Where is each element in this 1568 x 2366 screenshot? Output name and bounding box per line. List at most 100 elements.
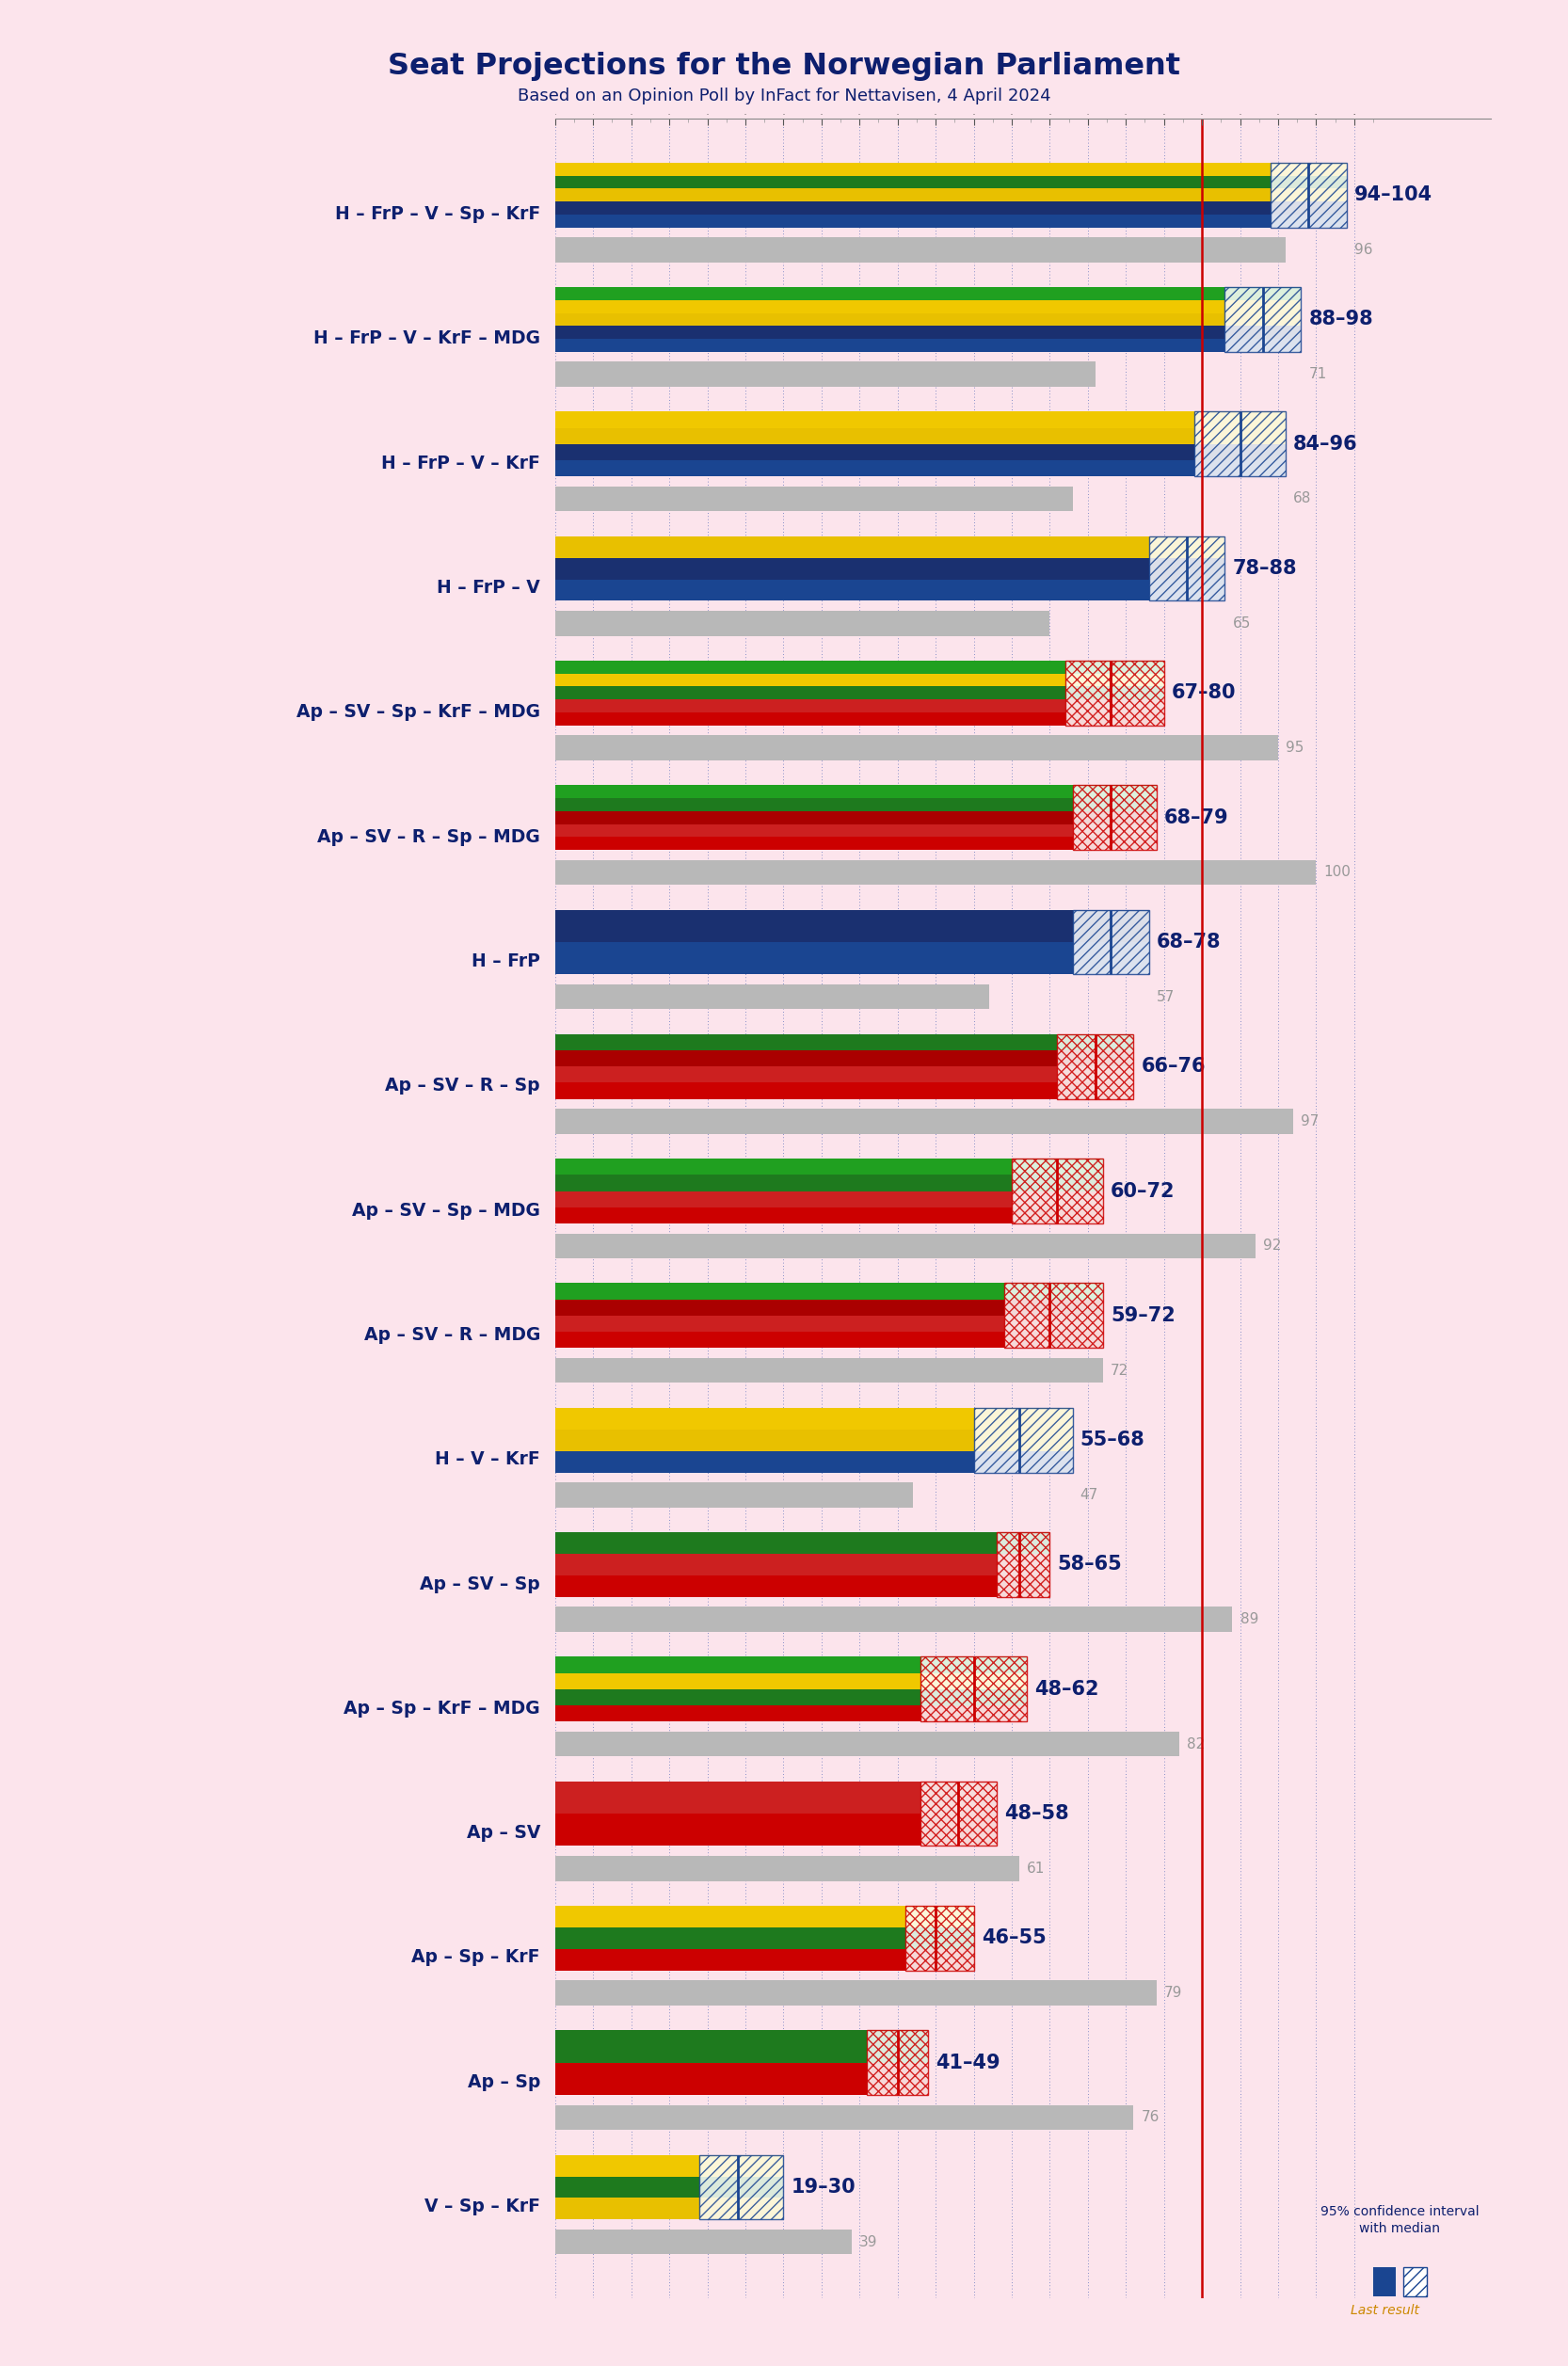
Bar [1057, 1034, 1134, 1098]
Bar [974, 1450, 1073, 1472]
Bar [1149, 558, 1225, 580]
Bar [1073, 786, 1156, 797]
Bar [555, 700, 1065, 712]
Bar [1073, 786, 1156, 849]
Bar [555, 1450, 974, 1472]
Bar [555, 2229, 851, 2255]
Bar [1195, 412, 1286, 476]
Bar [920, 1782, 997, 1845]
Bar [555, 338, 1225, 353]
Bar [1065, 660, 1163, 674]
Bar [997, 1576, 1051, 1597]
Bar [905, 1950, 974, 1971]
Text: 19–30: 19–30 [792, 2177, 856, 2196]
Text: 72: 72 [1110, 1363, 1129, 1377]
Bar [920, 1706, 1027, 1722]
Bar [905, 1928, 974, 1950]
Bar [867, 2063, 928, 2094]
Text: 92: 92 [1262, 1240, 1281, 1254]
Bar [905, 1905, 974, 1928]
Bar [555, 558, 1149, 580]
Bar [555, 2198, 699, 2219]
Bar [1149, 580, 1225, 601]
Text: 97: 97 [1301, 1114, 1319, 1129]
Bar [555, 312, 1225, 327]
Bar [555, 736, 1278, 759]
Text: 71: 71 [1309, 367, 1327, 381]
Bar [1065, 712, 1163, 726]
Text: 84–96: 84–96 [1294, 435, 1358, 454]
Bar [1225, 327, 1301, 338]
Bar [555, 428, 1195, 445]
Bar [555, 175, 1270, 189]
Bar [555, 1299, 1004, 1315]
Bar [555, 1051, 1057, 1067]
Bar [555, 1950, 905, 1971]
Bar [1270, 163, 1347, 175]
Bar [555, 812, 1073, 823]
Bar [867, 2030, 928, 2094]
Bar [555, 237, 1286, 263]
Bar [555, 1656, 920, 1673]
Text: 39: 39 [859, 2236, 878, 2250]
Text: 95% confidence interval
with median: 95% confidence interval with median [1320, 2205, 1479, 2236]
Bar [1225, 312, 1301, 327]
Bar [867, 2030, 928, 2063]
Bar [920, 1656, 1027, 1722]
Text: 78–88: 78–88 [1232, 558, 1297, 577]
Bar [1065, 700, 1163, 712]
Bar [1374, 2267, 1396, 2297]
Bar [1225, 338, 1301, 353]
Bar [555, 1315, 1004, 1332]
Bar [555, 1782, 920, 1815]
Bar [997, 1533, 1051, 1554]
Bar [555, 487, 1073, 511]
Text: 57: 57 [1156, 989, 1174, 1003]
Bar [555, 362, 1096, 386]
Bar [997, 1533, 1051, 1597]
Bar [555, 674, 1065, 686]
Bar [555, 1689, 920, 1706]
Bar [555, 984, 989, 1010]
Bar [1011, 1207, 1102, 1223]
Bar [1195, 445, 1286, 459]
Bar [555, 2063, 867, 2094]
Text: Last result: Last result [1350, 2304, 1419, 2316]
Bar [699, 2155, 784, 2219]
Text: 67–80: 67–80 [1171, 684, 1236, 703]
Bar [1270, 175, 1347, 189]
Bar [920, 1815, 997, 1845]
Bar [555, 1673, 920, 1689]
Text: 59–72: 59–72 [1110, 1306, 1176, 1325]
Bar [555, 1207, 1011, 1223]
Bar [555, 1067, 1057, 1084]
Bar [555, 1282, 1004, 1299]
Bar [699, 2198, 784, 2219]
Bar [555, 1732, 1179, 1756]
Text: 96: 96 [1355, 244, 1372, 258]
Bar [1011, 1176, 1102, 1190]
Bar [1225, 286, 1301, 300]
Bar [1073, 812, 1156, 823]
Bar [555, 189, 1270, 201]
Bar [555, 412, 1195, 428]
Text: 95: 95 [1286, 741, 1305, 755]
Bar [1073, 797, 1156, 812]
Bar [699, 2155, 784, 2177]
Bar [555, 660, 1065, 674]
Text: 58–65: 58–65 [1057, 1554, 1123, 1573]
Bar [555, 1576, 997, 1597]
Bar [555, 797, 1073, 812]
Bar [555, 1190, 1011, 1207]
Bar [555, 215, 1270, 227]
Text: 48–62: 48–62 [1035, 1680, 1099, 1699]
Bar [1065, 686, 1163, 700]
Bar [1270, 201, 1347, 215]
Bar [555, 1358, 1102, 1382]
Bar [555, 163, 1270, 175]
Bar [555, 580, 1149, 601]
Bar [1004, 1282, 1102, 1299]
Text: 68–78: 68–78 [1156, 932, 1221, 951]
Bar [555, 459, 1195, 476]
Bar [1065, 674, 1163, 686]
